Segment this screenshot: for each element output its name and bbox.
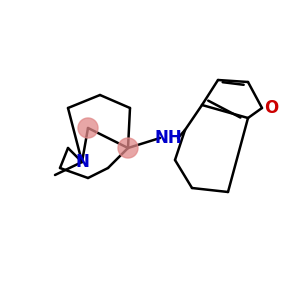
- Circle shape: [118, 138, 138, 158]
- Text: NH: NH: [154, 129, 182, 147]
- Text: N: N: [75, 153, 89, 171]
- Text: O: O: [264, 99, 278, 117]
- Circle shape: [78, 118, 98, 138]
